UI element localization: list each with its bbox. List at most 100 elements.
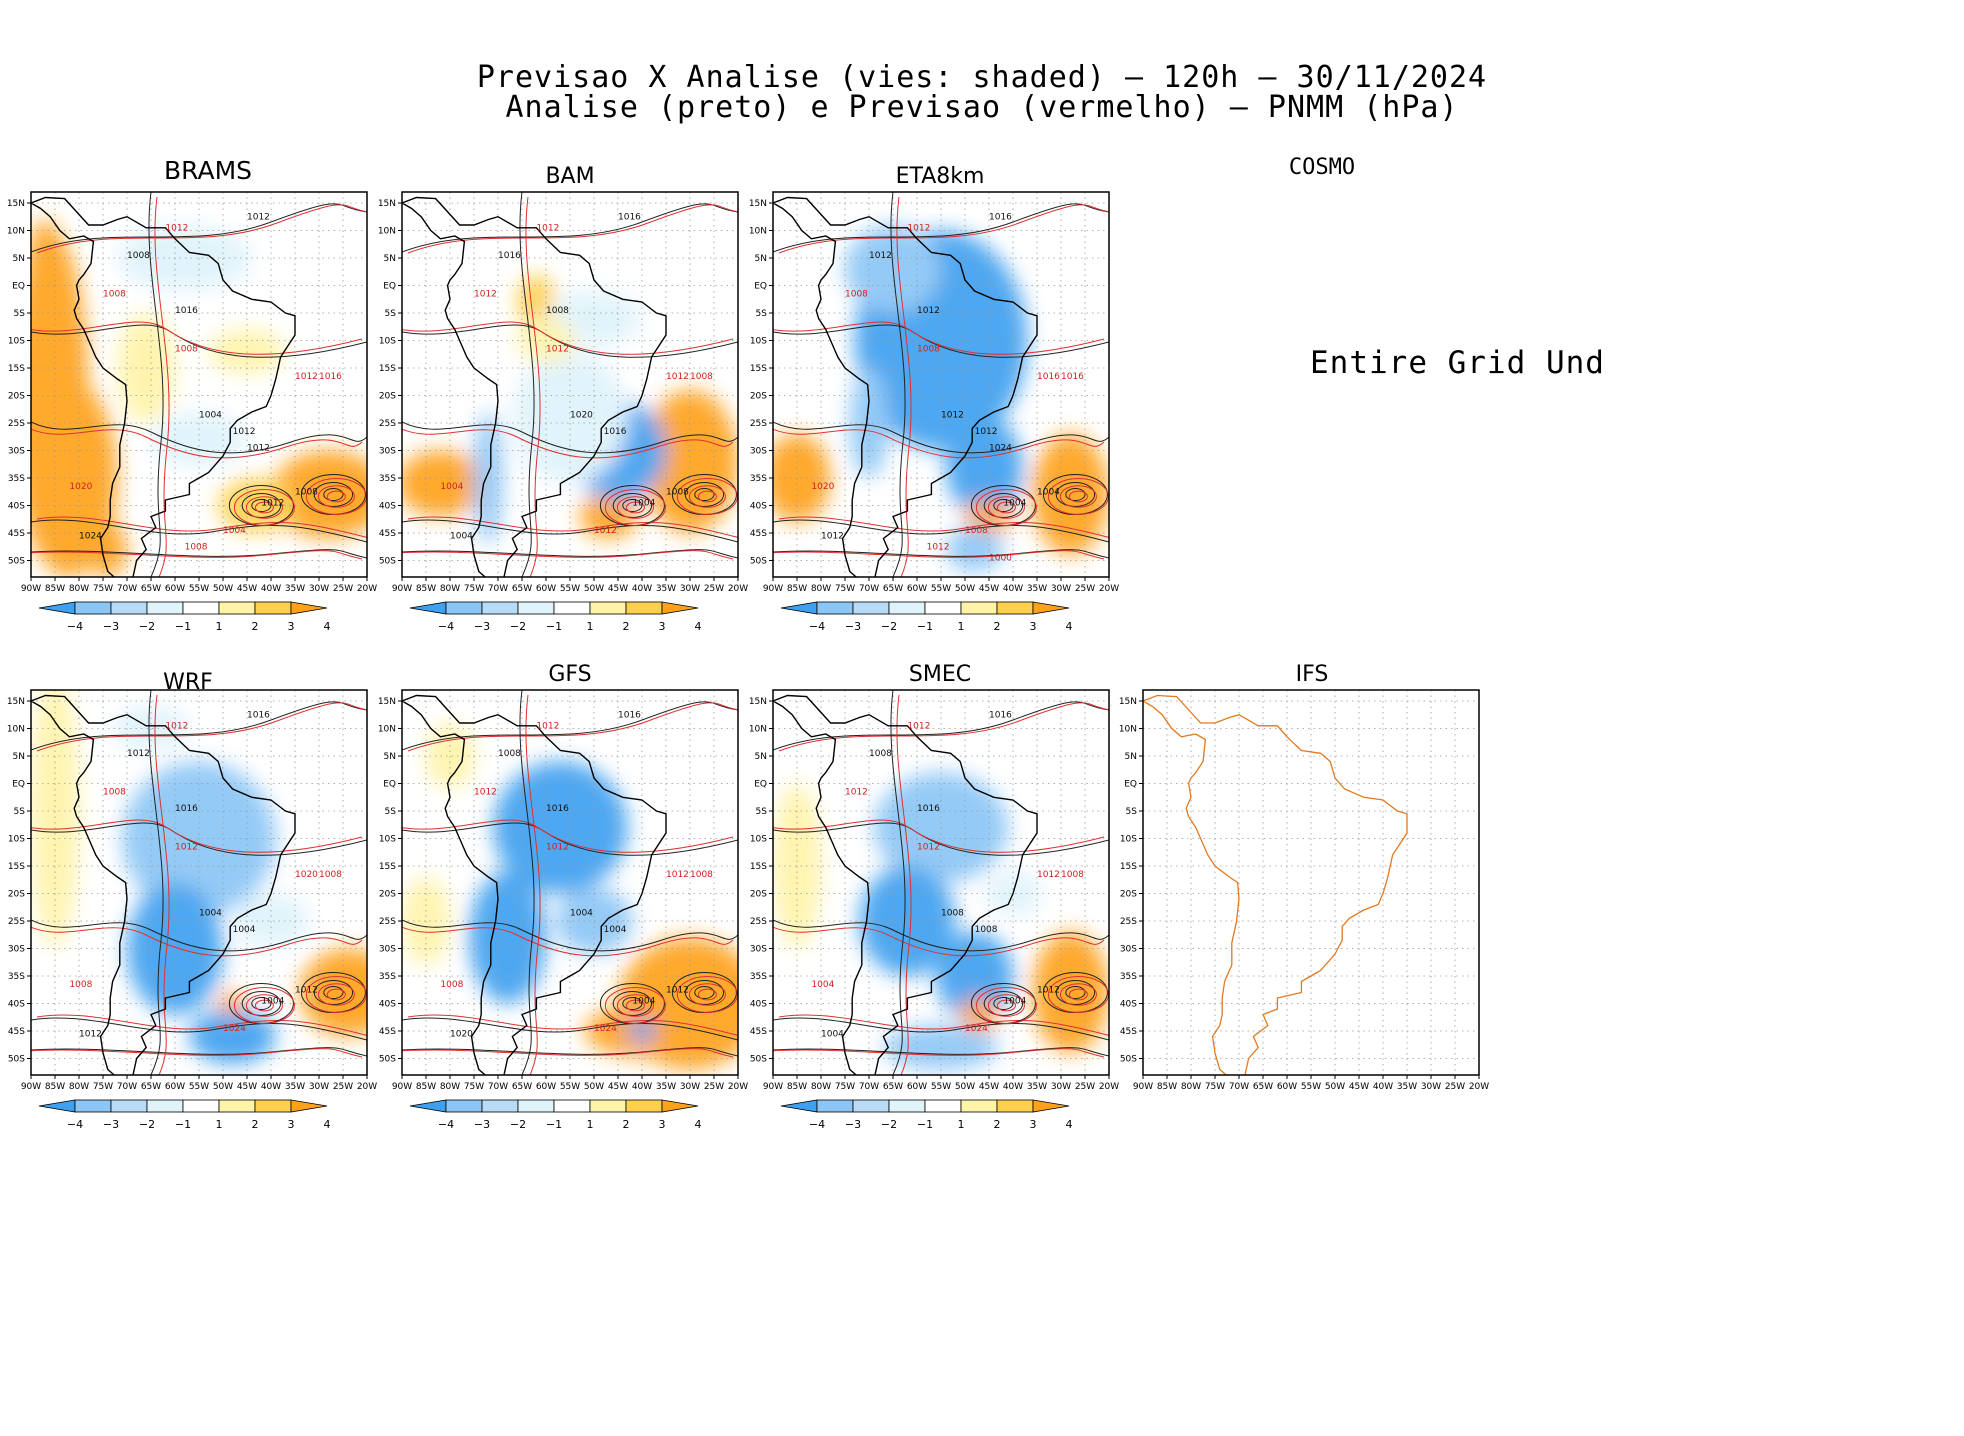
lon-tick-label: 60W [536,584,556,594]
lat-tick-label: 10N [7,227,25,237]
contour-label: 1024 [965,1024,988,1034]
lat-tick-label: 5S [756,309,768,319]
contour-label: 1016 [604,427,627,437]
colorbar-segment [445,1099,483,1113]
south-america-coastline [1143,694,1408,1075]
contour-label: 1012 [165,224,188,234]
colorbar-label: 1 [958,1118,965,1131]
colorbar-label: −2 [139,1118,155,1131]
contour-label: 1008 [103,788,126,798]
contour-label: 1020 [69,482,92,492]
colorbar-segment [146,601,184,615]
lat-tick-label: 5S [385,807,397,817]
colorbar-segment [625,1099,663,1113]
lat-tick-label: EQ [12,282,25,292]
lat-tick-label: 20S [750,890,767,900]
colorbar-segment [553,1099,591,1113]
lat-tick-label: EQ [383,780,396,790]
lon-tick-label: 20W [1099,1082,1119,1092]
lon-tick-label: 85W [787,1082,807,1092]
main-title-line2: Analise (preto) e Previsao (vermelho) — … [505,90,1459,125]
contour-label: 1012 [295,372,318,382]
lat-tick-label: 35S [750,972,767,982]
lon-tick-label: 55W [189,1082,209,1092]
contour-label: 1016 [618,711,641,721]
lon-tick-label: 35W [285,584,305,594]
lat-tick-label: 35S [379,972,396,982]
colorbar-label: 2 [994,620,1001,633]
contour-label: 1012 [546,843,569,853]
colorbar: −4 −3 −2 −1 1 2 3 4 [38,601,331,633]
lat-tick-label: 10S [8,835,25,845]
lat-tick-label: 45S [1120,1027,1137,1037]
lon-tick-label: 70W [488,584,508,594]
colorbar-label: −4 [438,620,454,633]
colorbar-segment [110,1099,148,1113]
lon-tick-label: 30W [309,584,329,594]
panel-title-bam: BAM [545,164,595,189]
lon-tick-label: 65W [141,584,161,594]
contour-label: 1012 [845,788,868,798]
lon-tick-label: 20W [728,584,748,594]
lon-tick-label: 60W [1277,1082,1297,1092]
grid-lines [31,690,367,1075]
contour-label: 1012 [127,749,150,759]
colorbar-label: 4 [1066,620,1073,633]
contour-label: 1016 [498,251,521,261]
lon-tick-label: 65W [512,1082,532,1092]
lon-tick-label: 75W [93,1082,113,1092]
lat-tick-label: 5N [13,254,25,264]
colorbar-label: −2 [139,620,155,633]
grid-lines [773,690,1109,1075]
colorbar-label: 2 [994,1118,1001,1131]
colorbar: −4 −3 −2 −1 1 2 3 4 [38,1099,331,1131]
lon-tick-label: 85W [1157,1082,1177,1092]
lat-tick-label: 20S [750,392,767,402]
lat-tick-label: 45S [750,529,767,539]
lat-tick-label: 15S [750,364,767,374]
colorbar-segment [218,601,256,615]
lon-tick-label: 75W [93,584,113,594]
colorbar-arrow-right [661,1099,699,1113]
lon-tick-label: 80W [69,584,89,594]
lat-tick-label: 25S [1120,917,1137,927]
colorbar-label: −2 [510,1118,526,1131]
colorbar-arrow-left [38,601,76,615]
colorbar-segment [589,601,627,615]
colorbar-segment [816,1099,854,1113]
map-panel-smec: 1016101210081012101610121008101210081004… [749,689,1119,1131]
lat-tick-label: 20S [1120,890,1137,900]
isobars [31,192,367,577]
bias-blob [88,522,127,577]
lat-tick-label: EQ [1124,780,1137,790]
lat-tick-label: 45S [8,1027,25,1037]
colorbar-label: −2 [881,1118,897,1131]
map-panel-eta: 1016 1012 1012 1008 1012 1016 1012 1008 1012 1020… [749,191,1119,633]
contour-label: 1024 [79,532,102,542]
colorbar-label: 4 [695,620,702,633]
lon-tick-label: 80W [1181,1082,1201,1092]
lon-tick-label: 65W [1253,1082,1273,1092]
lon-tick-label: 50W [955,584,975,594]
lon-tick-label: 45W [1349,1082,1369,1092]
contour-label: 1024 [594,1024,617,1034]
lon-tick-label: 85W [416,584,436,594]
lat-tick-label: 15S [8,364,25,374]
contour-label: 1016 [618,213,641,223]
lat-tick-label: 15N [378,697,396,707]
colorbar-label: −3 [845,1118,861,1131]
lat-tick-label: 50S [1120,1055,1137,1065]
colorbar-arrow-right [290,1099,328,1113]
colorbar-label: 4 [324,620,331,633]
lon-tick-label: 45W [979,584,999,594]
lon-tick-label: 70W [117,1082,137,1092]
colorbar-arrow-right [290,601,328,615]
contour-label: 1004 [261,997,284,1007]
lon-tick-label: 85W [787,584,807,594]
colorbar: −4 −3 −2 −1 1 2 3 4 [409,1099,702,1131]
map-panel-bam: 1016101210161012100810121020101210161004… [378,191,748,633]
lat-tick-label: 25S [379,419,396,429]
panel-title-ifs: IFS [1295,662,1329,687]
lon-tick-label: 55W [931,584,951,594]
lat-tick-label: 10N [378,725,396,735]
